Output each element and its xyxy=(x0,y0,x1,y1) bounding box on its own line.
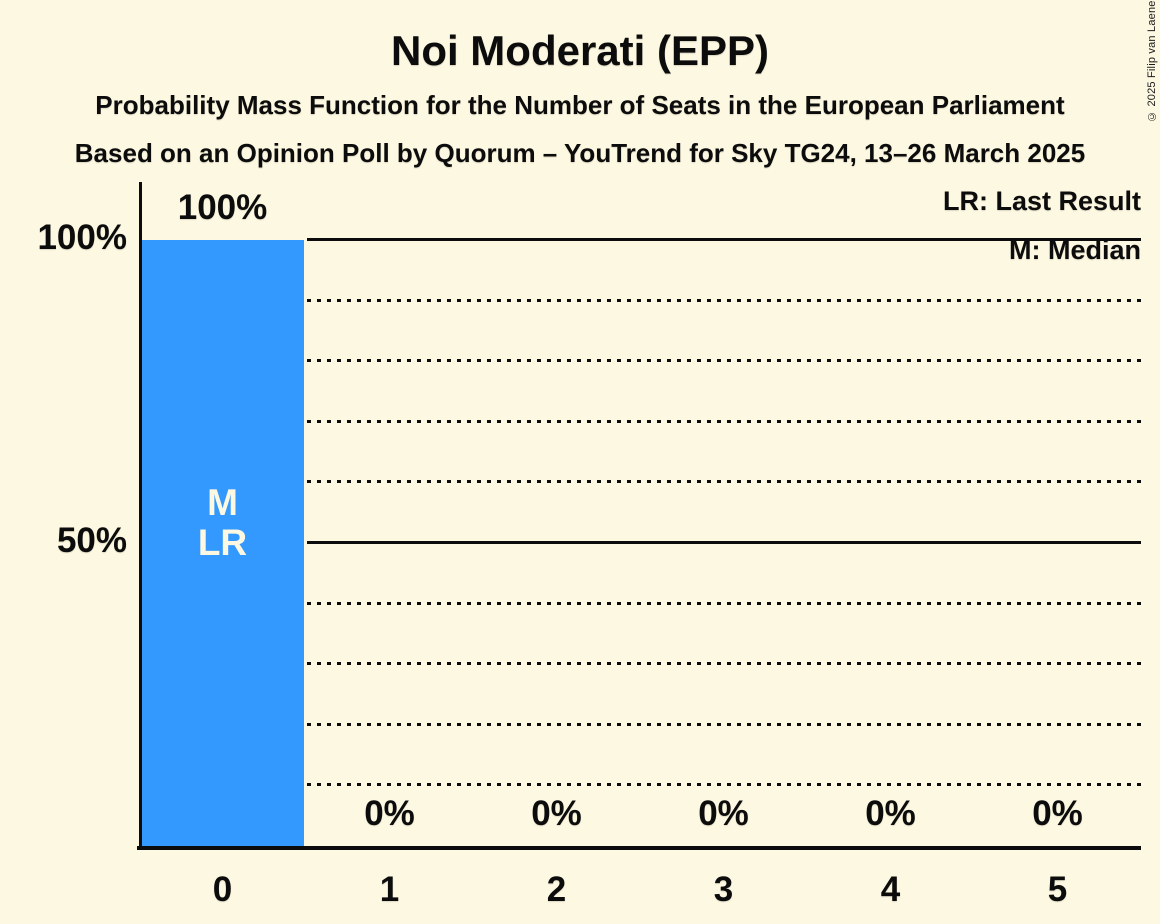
chart-subtitle-poll: Based on an Opinion Poll by Quorum – You… xyxy=(74,138,1086,168)
gridline-40pct xyxy=(306,601,1141,605)
x-tick-label-5: 5 xyxy=(1047,870,1068,909)
gridline-90pct xyxy=(306,298,1141,302)
chart-subtitle-function: Probability Mass Function for the Number… xyxy=(95,90,1065,120)
gridline-10pct xyxy=(306,783,1141,787)
legend-last-result: LR: Last Result xyxy=(942,186,1141,216)
x-tick-label-0: 0 xyxy=(212,870,233,909)
gridline-100pct xyxy=(306,238,1141,241)
gridline-30pct xyxy=(306,662,1141,666)
bar-annotation-median-last-result: M LR xyxy=(197,482,248,563)
x-axis-line xyxy=(137,846,1141,850)
x-tick-label-4: 4 xyxy=(880,870,901,909)
x-tick-label-1: 1 xyxy=(379,870,400,909)
value-label-seats-2: 0% xyxy=(531,794,582,833)
gridline-20pct xyxy=(306,722,1141,726)
gridline-70pct xyxy=(306,419,1141,423)
x-tick-label-3: 3 xyxy=(713,870,734,909)
gridline-80pct xyxy=(306,359,1141,363)
gridline-50pct xyxy=(306,541,1141,544)
value-label-seats-1: 0% xyxy=(364,794,415,833)
value-label-seats-4: 0% xyxy=(865,794,916,833)
value-label-seats-0: 100% xyxy=(177,188,268,227)
chart-title: Noi Moderati (EPP) xyxy=(390,27,770,74)
value-label-seats-5: 0% xyxy=(1032,794,1083,833)
y-tick-label-50%: 50% xyxy=(56,521,127,560)
legend-median: M: Median xyxy=(1009,235,1141,265)
bar-seats-0 xyxy=(141,240,304,846)
x-tick-label-2: 2 xyxy=(546,870,567,909)
value-label-seats-3: 0% xyxy=(698,794,749,833)
y-tick-label-100%: 100% xyxy=(37,218,127,257)
gridline-60pct xyxy=(306,480,1141,484)
y-axis-line xyxy=(139,182,142,850)
